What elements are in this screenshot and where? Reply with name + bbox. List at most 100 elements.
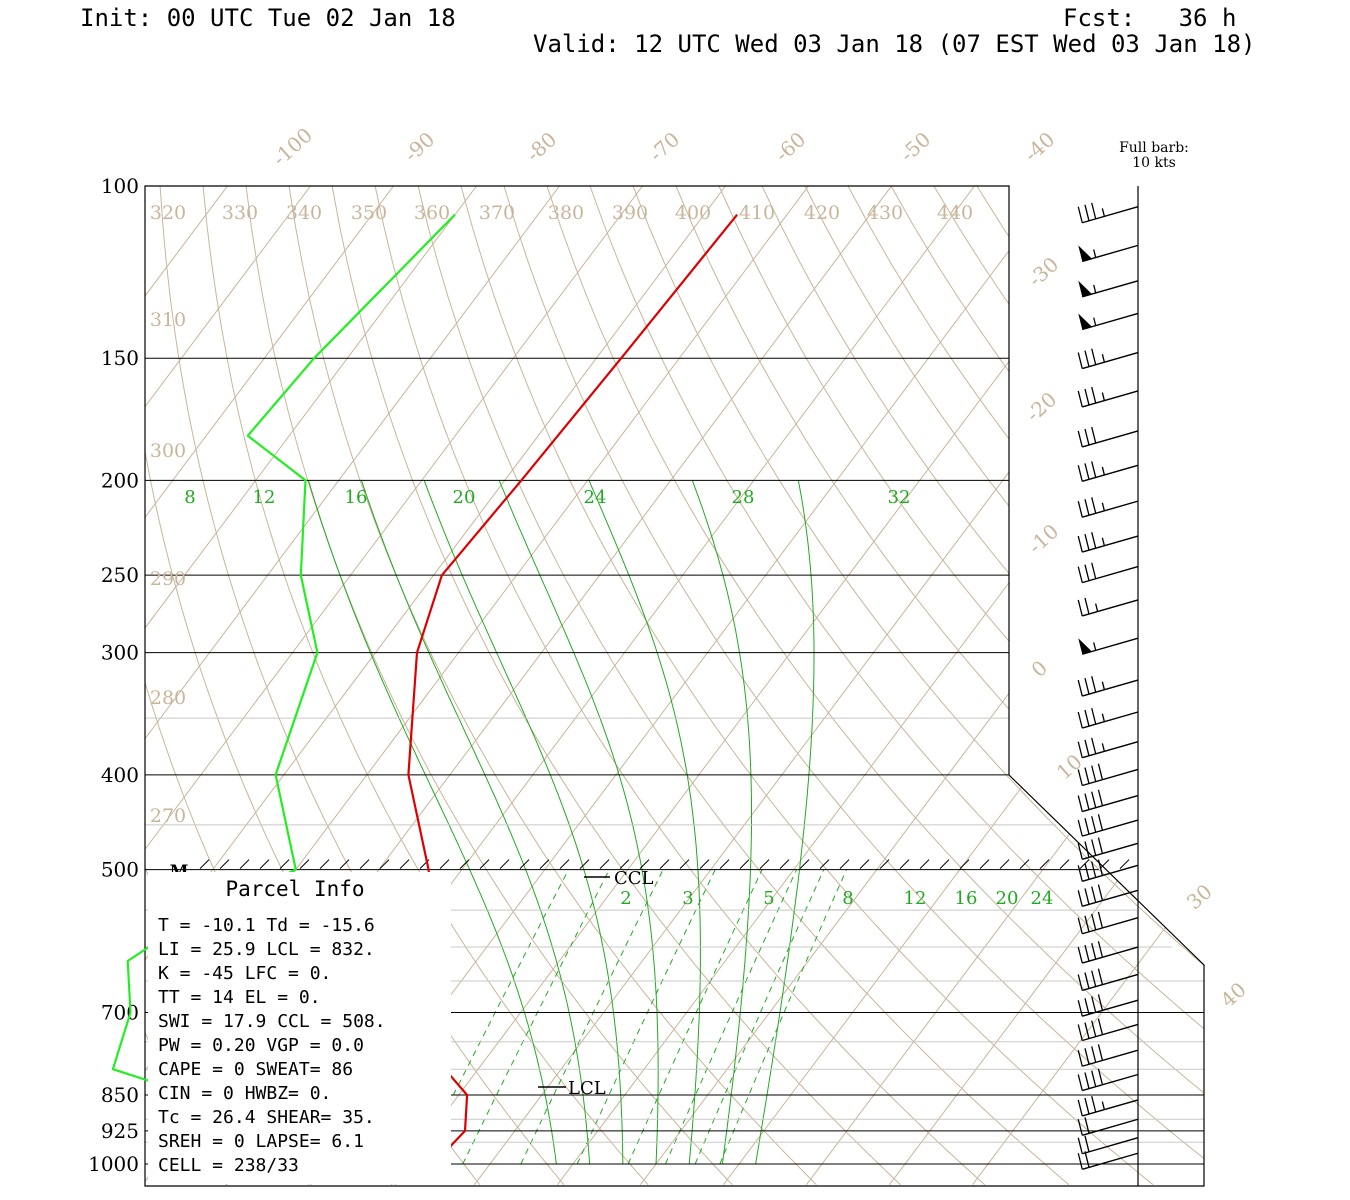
barb-half-flag [1093, 284, 1097, 294]
valid-time: Valid: 12 UTC Wed 03 Jan 18 (07 EST Wed … [533, 30, 1256, 58]
hatch-mark [199, 859, 210, 869]
barb-flag [1084, 841, 1090, 858]
barb-shaft [1082, 565, 1139, 584]
barb-shaft [1082, 819, 1139, 837]
barb-flag [1091, 461, 1097, 478]
barb-flag [1097, 1044, 1104, 1061]
wind-barb [1077, 1095, 1139, 1117]
hatch-mark [1039, 859, 1050, 869]
barb-flag [1091, 562, 1097, 579]
wind-barb [1077, 1018, 1139, 1042]
barb-flag [1077, 843, 1083, 860]
barb-shaft [1082, 1049, 1139, 1067]
barb-flag [1091, 202, 1097, 220]
parcel-info-title: Parcel Info [225, 877, 364, 901]
hatch-mark [739, 859, 750, 869]
parcel-info-row: CELL = 238/33 [158, 1155, 299, 1176]
barb-flag [1091, 839, 1097, 856]
dry-adiabat-line [908, 186, 1204, 1186]
barb-flag [1084, 350, 1090, 367]
barb-half-flag [1095, 603, 1099, 612]
wind-barb [1077, 1068, 1139, 1092]
isotherm-line [145, 186, 677, 1186]
barb-flag [1077, 1050, 1083, 1067]
dry-adiabat-line [699, 186, 1204, 1186]
barb-shaft [1082, 1137, 1139, 1155]
wind-barb [1077, 789, 1139, 813]
isotherm-line [145, 186, 594, 1186]
pressure-tick-label: 250 [101, 563, 139, 587]
barb-flag [1084, 998, 1090, 1015]
barb-shaft [1082, 1152, 1139, 1170]
wind-barb [1078, 280, 1139, 298]
theta-e-label: 28 [732, 487, 755, 508]
parcel-info-row: SREH = 0 LAPSE= 6.1 [158, 1131, 364, 1152]
barb-flag [1084, 1048, 1090, 1065]
wind-barb [1077, 461, 1139, 482]
mixing-ratio-label: 16 [955, 888, 978, 909]
barb-shaft [1082, 1118, 1139, 1136]
barb-shaft [1082, 535, 1139, 553]
pressure-tick-label: 300 [101, 641, 139, 665]
barb-half-flag [1101, 681, 1105, 690]
barb-flag [1084, 709, 1090, 727]
hatch-mark [459, 859, 470, 869]
barb-shaft [1082, 599, 1139, 617]
hatch-mark [619, 859, 630, 869]
wind-barb [1078, 312, 1139, 331]
barb-flag [1077, 1137, 1083, 1154]
mixing-ratio-label: 24 [1031, 888, 1054, 909]
hatch-mark [719, 859, 730, 869]
barb-flag [1084, 1151, 1090, 1168]
barb-flag [1077, 599, 1083, 617]
parcel-info-row: CAPE = 0 SWEAT= 86 [158, 1059, 353, 1080]
isotherm-label: -50 [895, 127, 935, 166]
theta-e-labels: 8 12 16 20 24 28 32 [184, 487, 910, 508]
lcl-label: LCL [568, 1078, 606, 1099]
hatch-mark [499, 859, 510, 869]
barb-shaft [1082, 864, 1139, 883]
isotherm-label: 40 [1216, 977, 1251, 1012]
wind-barb [1077, 968, 1139, 992]
barb-half-flag [1101, 1101, 1105, 1110]
barb-flag [1097, 763, 1104, 780]
wind-barb [1077, 1151, 1139, 1170]
barb-flag [1077, 566, 1083, 583]
theta-label: 340 [286, 202, 322, 224]
hatch-mark [439, 859, 450, 869]
theta-label: 310 [150, 309, 186, 331]
mixing-ratio-line [462, 869, 610, 1165]
barb-half-flag [1101, 208, 1105, 217]
barb-flag [1084, 888, 1090, 905]
wind-barb [1077, 386, 1139, 408]
hatch-mark [1099, 859, 1110, 869]
wind-barb [1077, 737, 1139, 759]
barb-flag [1097, 814, 1104, 831]
theta-e-label: 32 [888, 487, 911, 508]
theta-label: 390 [612, 202, 648, 224]
barb-flag [1097, 941, 1104, 958]
wind-barb [1077, 202, 1139, 224]
theta-label: 330 [222, 202, 258, 224]
plot-border [144, 185, 1205, 1187]
barb-flag [1084, 818, 1090, 835]
hatch-mark [359, 859, 370, 869]
barb-flag [1091, 532, 1097, 549]
init-time: Init: 00 UTC Tue 02 Jan 18 [80, 4, 456, 32]
barb-shaft [1082, 711, 1139, 729]
isotherm-line [806, 186, 1204, 1186]
mixing-ratio-label: 5 [763, 888, 774, 909]
hatch-mark [659, 859, 670, 869]
pressure-tick-label: 150 [101, 346, 139, 370]
barb-flag [1084, 597, 1090, 615]
barb-flag [1084, 564, 1090, 581]
barb-legend-line1: Full barb: [1119, 140, 1189, 156]
barb-shaft [1082, 351, 1139, 370]
mixing-ratio-label: 12 [904, 888, 927, 909]
barb-flag [1077, 430, 1083, 448]
pressure-tick-label: 200 [101, 468, 139, 492]
isotherm-line [145, 186, 511, 1186]
wind-barb [1077, 348, 1139, 370]
hatch-mark [579, 859, 590, 869]
barb-flag [1077, 1024, 1083, 1041]
